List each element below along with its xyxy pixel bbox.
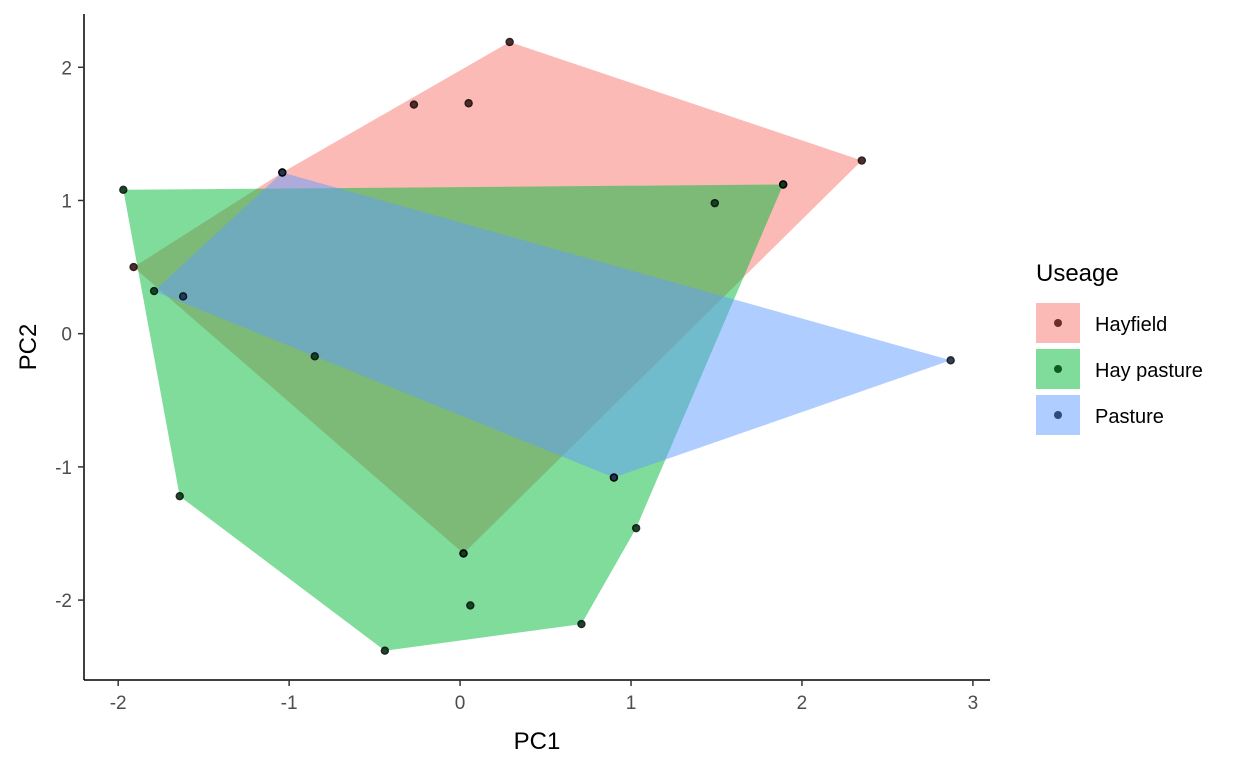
x-tick-label: -1 xyxy=(281,693,298,714)
data-point-fill xyxy=(467,602,473,609)
legend-title: Useage xyxy=(1036,260,1119,287)
x-axis-ticks: -2 -1 0 1 2 3 xyxy=(110,680,978,714)
data-point-fill xyxy=(411,101,417,108)
y-tick-label: 2 xyxy=(61,58,72,79)
data-point-fill xyxy=(312,353,318,359)
axes: -2 -1 0 1 2 3 -2 -1 0 1 2 xyxy=(55,14,990,714)
x-axis-title: PC1 xyxy=(514,728,561,755)
data-point-fill xyxy=(466,100,472,106)
legend-key-point xyxy=(1054,365,1062,373)
data-point-fill xyxy=(279,169,285,176)
legend-key-point xyxy=(1054,411,1062,419)
x-tick-label: 3 xyxy=(968,693,979,714)
data-point-fill xyxy=(180,293,186,299)
data-point-fill xyxy=(712,200,718,206)
data-point-fill xyxy=(151,288,157,294)
data-point-fill xyxy=(633,525,639,531)
legend-label: Pasture xyxy=(1095,406,1164,428)
x-tick-label: -2 xyxy=(110,693,127,714)
y-axis-title: PC2 xyxy=(15,324,42,371)
data-point-fill xyxy=(120,187,126,193)
data-point-fill xyxy=(507,39,513,45)
data-point-fill xyxy=(382,648,388,654)
legend: Useage Hayfield Hay pasture Pasture xyxy=(1036,260,1203,435)
data-points xyxy=(119,37,955,655)
hull-pasture xyxy=(154,172,951,478)
legend-label: Hay pasture xyxy=(1095,360,1203,382)
y-axis-ticks: -2 -1 0 1 2 xyxy=(55,58,84,612)
data-point-fill xyxy=(578,621,585,627)
data-point-fill xyxy=(177,493,183,499)
hull-polygons xyxy=(123,42,951,651)
x-tick-label: 2 xyxy=(797,693,808,714)
data-point-fill xyxy=(780,181,786,188)
x-tick-label: 1 xyxy=(626,693,637,714)
y-tick-label: 0 xyxy=(61,325,72,346)
y-tick-label: 1 xyxy=(61,191,72,212)
y-tick-label: -2 xyxy=(55,591,72,612)
x-tick-label: 0 xyxy=(455,693,466,714)
y-tick-label: -1 xyxy=(55,458,72,479)
legend-label: Hayfield xyxy=(1095,314,1167,336)
legend-key-point xyxy=(1054,319,1062,327)
data-point-fill xyxy=(611,474,617,481)
data-point-fill xyxy=(948,357,954,363)
data-point-fill xyxy=(130,264,137,270)
data-point-fill xyxy=(859,157,865,164)
data-point-fill xyxy=(460,550,467,557)
